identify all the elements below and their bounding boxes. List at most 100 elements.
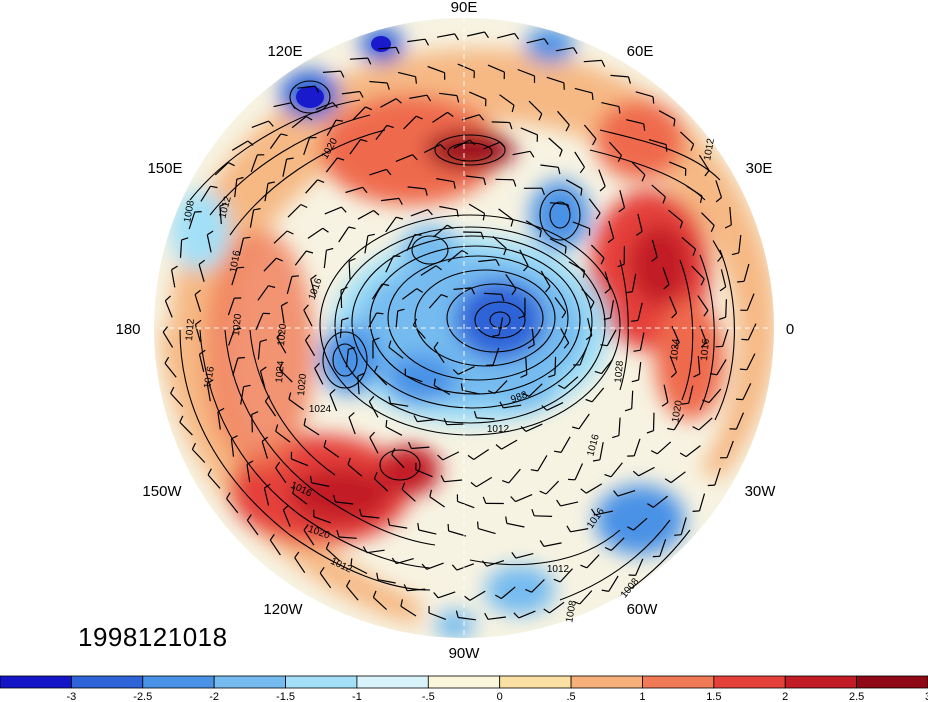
wind-barb-flag	[386, 82, 390, 90]
wind-barb-staff	[313, 516, 332, 524]
wind-barb-flag	[601, 60, 606, 68]
colorbar-segment	[70, 675, 144, 689]
colorbar-tick-label: -2.5	[133, 691, 152, 702]
wind-barb-flag	[243, 236, 251, 239]
wind-barb-flag	[625, 291, 633, 294]
wind-barb-staff	[618, 417, 621, 436]
wind-barb-flag	[415, 115, 423, 120]
colorbar-tick-label: -1.5	[276, 691, 295, 702]
wind-barb-flag	[388, 340, 392, 348]
wind-barb-flag	[510, 219, 514, 227]
wind-barb-staff	[599, 441, 604, 460]
wind-barb-flag	[484, 612, 489, 620]
wind-barb-flag	[603, 317, 611, 320]
wind-barb-staff	[457, 63, 475, 72]
wind-barb-staff	[361, 515, 380, 519]
wind-barb-staff	[232, 357, 239, 376]
wind-barb-staff	[679, 131, 695, 145]
wind-barb-flag	[395, 47, 400, 54]
wind-barb-staff	[633, 517, 648, 531]
wind-barb-staff	[715, 180, 723, 198]
wind-barb-flag	[495, 259, 500, 267]
wind-barb-flag	[514, 33, 520, 40]
wind-barb-flag	[663, 284, 670, 290]
wind-barb-staff	[249, 209, 255, 228]
wind-barb-staff	[574, 151, 586, 168]
wind-barb-flag	[362, 186, 368, 194]
wind-barb-staff	[282, 509, 291, 527]
wind-barb-staff	[345, 349, 349, 368]
wind-barb-staff	[583, 59, 602, 63]
wind-barb-staff	[433, 224, 448, 238]
wind-barb-staff	[291, 458, 309, 467]
wind-barb-staff	[378, 46, 397, 50]
lon-label-150w: 150W	[142, 483, 182, 500]
wind-barb-staff	[310, 278, 316, 297]
wind-barb-flag	[671, 312, 678, 319]
wind-barb-staff	[206, 234, 212, 253]
lon-label-90w: 90W	[449, 645, 481, 662]
wind-barb-staff	[395, 154, 413, 162]
wind-barb-staff	[738, 234, 742, 253]
wind-barb-flag	[323, 440, 327, 448]
wind-barb-staff	[325, 548, 341, 562]
wind-barb-flag	[673, 119, 676, 127]
wind-barb-staff	[555, 47, 574, 52]
wind-barb-staff	[433, 347, 445, 364]
wind-barb-flag	[385, 419, 388, 427]
wind-barb-staff	[389, 524, 408, 529]
wind-barb-staff	[458, 616, 476, 621]
wind-barb-staff	[427, 65, 445, 74]
wind-barb-staff	[410, 209, 429, 217]
wind-barb-staff	[303, 309, 313, 327]
wind-barb-staff	[291, 116, 307, 129]
wind-barb-flag	[667, 427, 675, 431]
wind-barb-flag	[288, 392, 292, 400]
wind-barb-flag	[456, 95, 460, 103]
wind-barb-flag	[618, 207, 625, 213]
longitude-labels: 90E 120E 60E 150E 30E 180 0 150W 30W 120…	[115, 0, 794, 662]
wind-barb-staff	[598, 169, 606, 187]
wind-barb-staff	[286, 276, 293, 295]
wind-barb-flag	[456, 209, 459, 217]
wind-barb-staff	[250, 154, 258, 173]
wind-barb-staff	[726, 440, 734, 458]
wind-barb-staff	[591, 387, 605, 403]
wind-barb-flag	[670, 372, 677, 378]
wind-barb-staff	[608, 220, 615, 239]
wind-barb-flag	[398, 198, 403, 205]
wind-barb-flag	[236, 176, 244, 180]
wind-barb-staff	[369, 437, 379, 454]
wind-barb-staff	[668, 209, 683, 223]
wind-barb-flag	[246, 514, 252, 521]
wind-barb-staff	[447, 250, 463, 263]
wind-barb-staff	[540, 270, 551, 287]
wind-barb-staff	[407, 38, 426, 43]
wind-barb-staff	[466, 31, 485, 37]
wind-barb-flag	[300, 203, 308, 209]
wind-barb-flag	[367, 233, 375, 237]
wind-barb-staff	[217, 411, 221, 430]
wind-barb-staff	[251, 120, 269, 128]
wind-barb-flag	[181, 237, 189, 241]
wind-barb-staff	[528, 100, 543, 115]
wind-barb-staff	[557, 110, 570, 126]
wind-barb-staff	[368, 401, 379, 418]
wind-barb-staff	[307, 227, 324, 239]
wind-barb-staff	[590, 244, 605, 259]
wind-barb-staff	[662, 267, 670, 285]
wind-barb-staff	[531, 327, 535, 345]
wind-barb-staff	[366, 549, 385, 554]
wind-barb-staff	[364, 235, 369, 254]
wind-barb-staff	[407, 588, 426, 592]
wind-barb-flag	[407, 441, 412, 449]
wind-barb-flag	[633, 349, 641, 352]
lon-label-30w: 30W	[745, 483, 777, 500]
wind-barb-flag	[717, 255, 723, 262]
wind-barb-staff	[303, 529, 315, 546]
wind-barb-staff	[610, 74, 629, 78]
wind-barb-flag	[499, 401, 504, 409]
wind-barb-flag	[360, 138, 368, 142]
wind-barb-staff	[324, 206, 342, 215]
wind-barb-flag	[291, 275, 299, 278]
